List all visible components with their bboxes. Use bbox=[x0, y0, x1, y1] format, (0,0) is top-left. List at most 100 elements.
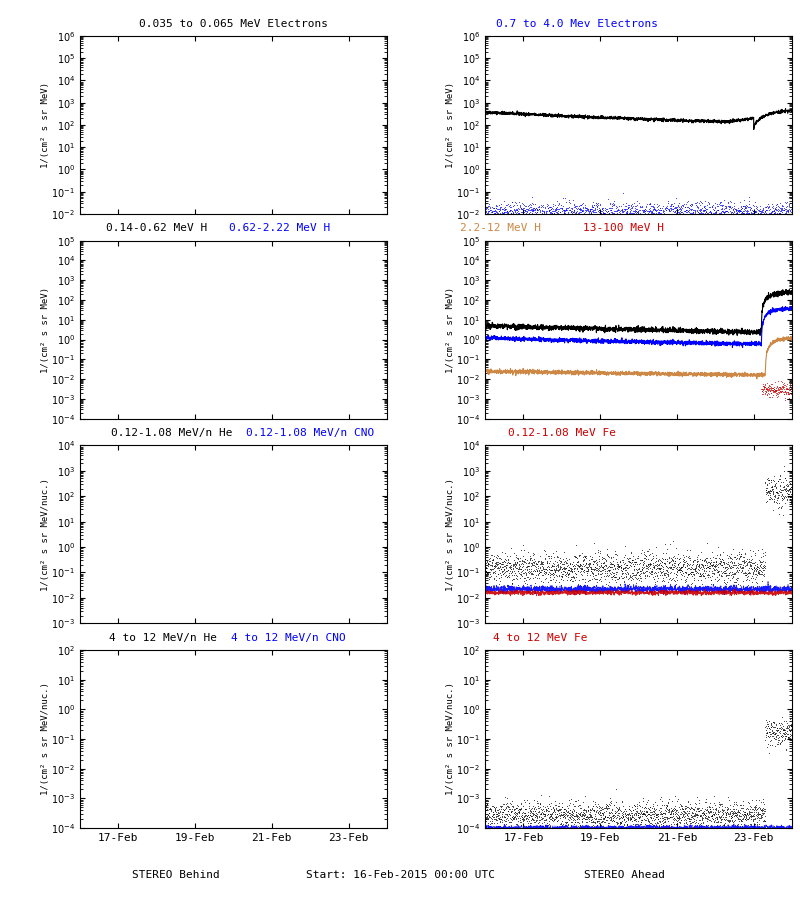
Point bbox=[714, 557, 727, 572]
Point bbox=[760, 208, 773, 222]
Point bbox=[559, 810, 572, 824]
Point bbox=[778, 723, 790, 737]
Point bbox=[576, 204, 589, 219]
Point bbox=[636, 807, 649, 822]
Point bbox=[484, 801, 497, 815]
Point bbox=[776, 382, 789, 396]
Point bbox=[546, 805, 559, 819]
Point bbox=[682, 811, 695, 825]
Point bbox=[715, 553, 728, 567]
Point bbox=[626, 211, 638, 225]
Point bbox=[742, 206, 754, 220]
Point bbox=[780, 208, 793, 222]
Point bbox=[677, 206, 690, 220]
Point bbox=[519, 572, 532, 587]
Point bbox=[618, 208, 631, 222]
Point bbox=[633, 568, 646, 582]
Point bbox=[689, 806, 702, 821]
Point bbox=[782, 381, 795, 395]
Point bbox=[742, 215, 754, 230]
Point bbox=[673, 432, 686, 446]
Point bbox=[607, 196, 620, 211]
Point bbox=[518, 426, 530, 440]
Point bbox=[713, 206, 726, 220]
Point bbox=[523, 807, 536, 822]
Point bbox=[774, 735, 786, 750]
Point bbox=[526, 431, 538, 446]
Point bbox=[724, 568, 737, 582]
Point bbox=[578, 209, 590, 223]
Point bbox=[518, 566, 530, 580]
Point bbox=[726, 810, 738, 824]
Point bbox=[562, 212, 574, 226]
Point bbox=[502, 798, 514, 813]
Point bbox=[774, 721, 787, 735]
Point bbox=[674, 805, 687, 819]
Point bbox=[494, 202, 506, 216]
Point bbox=[619, 428, 632, 442]
Point bbox=[683, 202, 696, 217]
Point bbox=[715, 812, 728, 826]
Point bbox=[639, 200, 652, 214]
Point bbox=[520, 807, 533, 822]
Point bbox=[530, 568, 542, 582]
Point bbox=[511, 428, 524, 443]
Point bbox=[614, 554, 626, 569]
Point bbox=[629, 571, 642, 585]
Point bbox=[712, 423, 725, 437]
Point bbox=[498, 428, 510, 443]
Point bbox=[650, 565, 662, 580]
Point bbox=[641, 208, 654, 222]
Point bbox=[496, 206, 509, 220]
Point bbox=[528, 564, 541, 579]
Point bbox=[774, 204, 786, 219]
Point bbox=[500, 205, 513, 220]
Point bbox=[748, 207, 761, 221]
Point bbox=[512, 425, 525, 439]
Point bbox=[717, 812, 730, 826]
Point bbox=[670, 202, 682, 216]
Point bbox=[749, 816, 762, 831]
Point bbox=[504, 561, 517, 575]
Point bbox=[576, 553, 589, 567]
Point bbox=[605, 811, 618, 825]
Point bbox=[751, 802, 764, 816]
Point bbox=[702, 810, 715, 824]
Point bbox=[593, 801, 606, 815]
Point bbox=[491, 805, 504, 819]
Point bbox=[510, 801, 522, 815]
Point bbox=[639, 805, 652, 819]
Point bbox=[481, 432, 494, 446]
Point bbox=[674, 209, 686, 223]
Point bbox=[714, 433, 727, 447]
Point bbox=[775, 728, 788, 742]
Point bbox=[710, 562, 723, 577]
Point bbox=[641, 806, 654, 820]
Point bbox=[742, 796, 755, 810]
Point bbox=[526, 425, 539, 439]
Point bbox=[779, 742, 792, 756]
Point bbox=[691, 428, 704, 443]
Point bbox=[642, 811, 654, 825]
Point bbox=[602, 203, 614, 218]
Point bbox=[698, 553, 710, 567]
Point bbox=[613, 423, 626, 437]
Point bbox=[690, 554, 703, 569]
Point bbox=[622, 576, 635, 590]
Point bbox=[617, 430, 630, 445]
Point bbox=[522, 823, 534, 837]
Point bbox=[560, 818, 573, 832]
Point bbox=[782, 478, 795, 492]
Point bbox=[721, 427, 734, 441]
Point bbox=[538, 563, 550, 578]
Point bbox=[690, 428, 702, 443]
Point bbox=[616, 202, 629, 216]
Point bbox=[738, 566, 750, 580]
Point bbox=[586, 569, 599, 583]
Point bbox=[544, 807, 557, 822]
Point bbox=[637, 427, 650, 441]
Point bbox=[700, 802, 713, 816]
Point bbox=[570, 204, 582, 219]
Point bbox=[703, 806, 716, 820]
Point bbox=[658, 210, 671, 224]
